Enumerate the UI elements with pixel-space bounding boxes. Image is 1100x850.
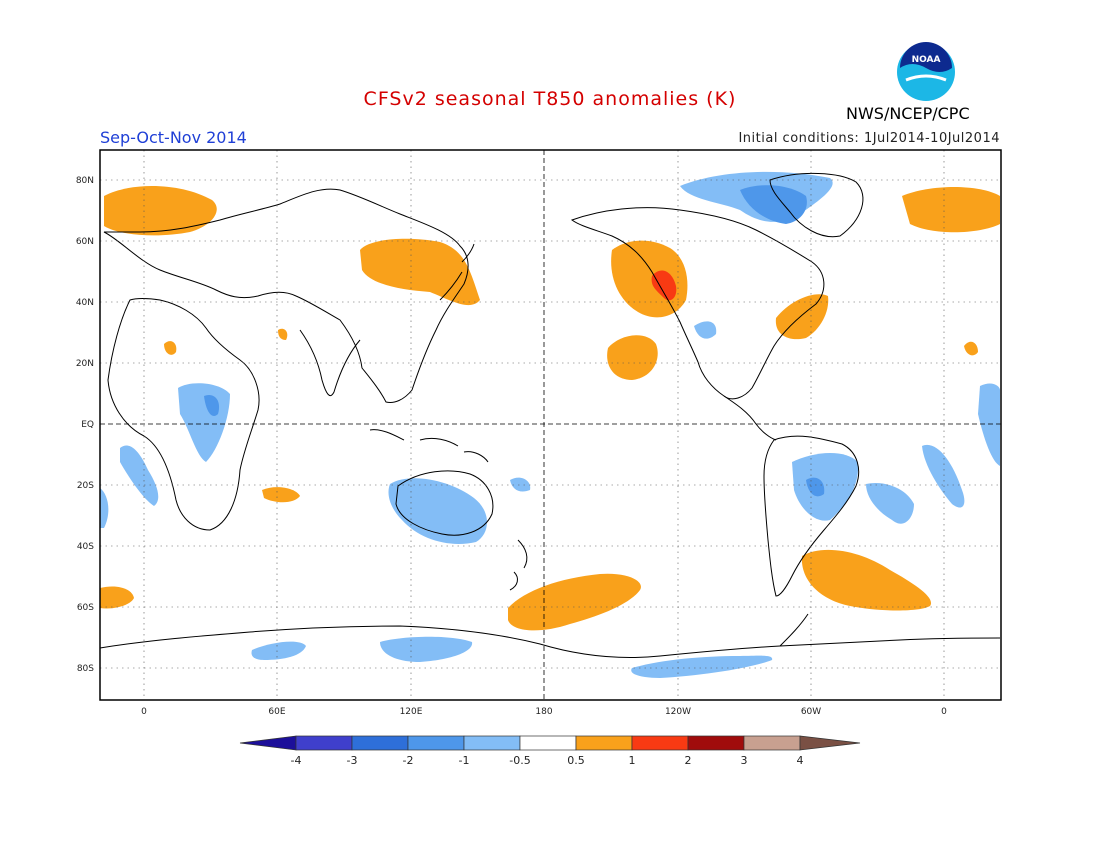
colorbar-swatch bbox=[519, 735, 577, 751]
lat-label: 80S bbox=[77, 664, 94, 674]
colorbar-label: -2 bbox=[403, 754, 414, 767]
colorbar-swatch bbox=[295, 735, 353, 751]
colorbar-swatch bbox=[351, 735, 409, 751]
lat-label: 80N bbox=[76, 176, 94, 186]
lon-label: 120E bbox=[400, 707, 423, 717]
colorbar-label: -1 bbox=[459, 754, 470, 767]
colorbar-label: 4 bbox=[797, 754, 804, 767]
lon-labels: 0 60E 120E 180 120W 60W 0 bbox=[141, 707, 947, 717]
colorbar-label: -4 bbox=[291, 754, 302, 767]
lon-label: 0 bbox=[941, 707, 947, 717]
gridlines bbox=[100, 150, 1001, 700]
colorbar-label: 1 bbox=[629, 754, 636, 767]
colorbar-arrow-low bbox=[239, 735, 297, 751]
lat-label: EQ bbox=[81, 420, 94, 430]
colorbar-swatch bbox=[575, 735, 633, 751]
colorbar bbox=[239, 735, 861, 751]
noaa-logo-text: NOAA bbox=[912, 55, 941, 65]
reference-lines bbox=[100, 150, 1001, 700]
lat-label: 40S bbox=[77, 542, 94, 552]
lat-label: 20S bbox=[77, 481, 94, 491]
colorbar-swatch bbox=[743, 735, 801, 751]
colorbar-arrow-high bbox=[799, 735, 861, 751]
colorbar-swatch bbox=[687, 735, 745, 751]
coastlines bbox=[99, 173, 1001, 658]
colorbar-label: -0.5 bbox=[509, 754, 530, 767]
lon-label: 0 bbox=[141, 707, 147, 717]
colorbar-label: 3 bbox=[741, 754, 748, 767]
map-title: CFSv2 seasonal T850 anomalies (K) bbox=[363, 88, 737, 110]
noaa-logo: NOAA bbox=[897, 42, 955, 101]
lat-label: 40N bbox=[76, 298, 94, 308]
colorbar-label: 0.5 bbox=[567, 754, 585, 767]
lat-label: 20N bbox=[76, 359, 94, 369]
colorbar-label: -3 bbox=[347, 754, 358, 767]
initial-conditions-label: Initial conditions: 1Jul2014-10Jul2014 bbox=[738, 131, 1000, 146]
map-frame bbox=[99, 149, 1002, 701]
season-label: Sep-Oct-Nov 2014 bbox=[100, 128, 247, 147]
colorbar-swatch bbox=[407, 735, 465, 751]
colorbar-label: 2 bbox=[685, 754, 692, 767]
lat-label: 60N bbox=[76, 237, 94, 247]
agency-label: NWS/NCEP/CPC bbox=[846, 104, 970, 123]
lon-label: 60W bbox=[801, 707, 821, 717]
colorbar-swatch bbox=[463, 735, 521, 751]
lon-label: 180 bbox=[535, 707, 552, 717]
anomaly-shading bbox=[100, 171, 1000, 678]
lon-label: 120W bbox=[665, 707, 691, 717]
lat-label: 60S bbox=[77, 603, 94, 613]
lon-label: 60E bbox=[268, 707, 285, 717]
colorbar-swatch bbox=[631, 735, 689, 751]
lat-labels: 80N 60N 40N 20N EQ 20S 40S 60S 80S bbox=[76, 176, 94, 674]
colorbar-labels: -4 -3 -2 -1 -0.5 0.5 1 2 3 4 bbox=[291, 754, 804, 767]
